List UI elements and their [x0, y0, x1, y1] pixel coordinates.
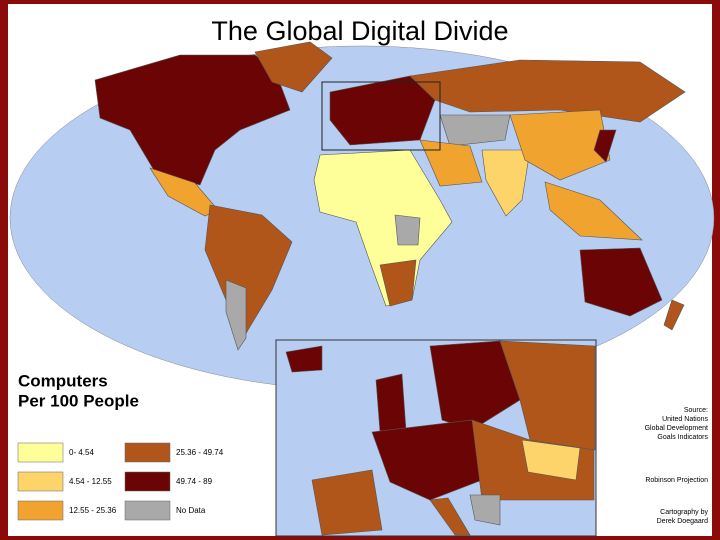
source-text: Source:: [684, 407, 708, 414]
legend-swatch: [17, 471, 64, 492]
australia: [579, 247, 663, 317]
russia: [409, 59, 686, 123]
southeast-asia: [544, 181, 643, 241]
legend-swatch: [124, 471, 171, 492]
legend-label: 0- 4.54: [69, 448, 94, 457]
legend-label: 25.36 - 49.74: [176, 448, 224, 457]
middle-east: [419, 139, 483, 187]
italy: [429, 497, 471, 536]
ukraine: [521, 439, 581, 481]
cartography-text: Cartography by: [660, 509, 708, 516]
legend: Computers Per 100 People 0- 4.54 4.54 - 1…: [17, 371, 224, 521]
south-america: [204, 204, 293, 349]
europe-inset: [275, 339, 597, 537]
projection-text: Robinson Projection: [645, 477, 708, 484]
legend-label: 12.55 - 25.36: [69, 506, 117, 515]
source-text: Goals Indicators: [657, 434, 708, 441]
iberia: [311, 469, 383, 536]
central-africa: [394, 214, 421, 246]
british-isles: [375, 373, 407, 433]
china: [509, 109, 611, 181]
balkans: [469, 494, 501, 526]
southern-africa: [379, 259, 417, 307]
legend-swatch: [124, 500, 171, 521]
japan: [593, 129, 617, 163]
legend-label: No Data: [176, 506, 206, 515]
legend-swatch: [124, 442, 171, 463]
source-text: United Nations: [662, 416, 708, 423]
source-text: Global Development: [645, 425, 708, 432]
legend-swatch: [17, 500, 64, 521]
iceland: [285, 345, 323, 373]
legend-label: 4.54 - 12.55: [69, 477, 112, 486]
western-europe: [371, 419, 483, 501]
cartography-text: Derek Doegaard: [657, 518, 708, 525]
legend-label: 49.74 - 89: [176, 477, 213, 486]
greenland: [254, 41, 333, 93]
legend-swatch: [17, 442, 64, 463]
map-title: The Global Digital Divide: [211, 16, 508, 46]
legend-title: Per 100 People: [18, 391, 139, 410]
scandinavia: [429, 340, 521, 431]
new-zealand: [663, 299, 685, 331]
southern-cone: [225, 279, 247, 351]
central-asia: [439, 114, 511, 147]
credits: Source: United Nations Global Development G…: [645, 407, 709, 525]
legend-title: Computers: [18, 371, 108, 390]
world-map: [94, 41, 686, 351]
north-america: [94, 54, 291, 186]
inset-locator: [321, 81, 441, 151]
